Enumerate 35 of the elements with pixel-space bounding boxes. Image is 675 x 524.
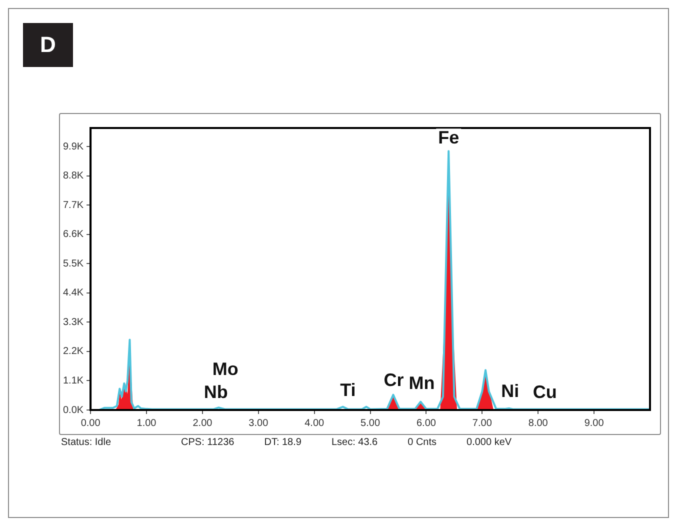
- y-tick-label: 9.9K: [62, 141, 84, 152]
- text: DT: 18.9: [264, 437, 302, 448]
- y-tick-label: 7.7K: [62, 200, 84, 211]
- y-tick-label: 2.2K: [62, 346, 84, 358]
- text: Status: Idle: [61, 437, 112, 448]
- y-tick-label: 1.1K: [62, 375, 84, 386]
- x-tick-label: 4.00: [304, 418, 325, 429]
- x-tick-label: 3.00: [248, 418, 269, 429]
- y-tick-label: 0.0K: [62, 404, 84, 416]
- y-tick-label: 8.8K: [62, 170, 84, 182]
- annotation: Cu: [532, 382, 557, 402]
- annotation: Ni: [501, 380, 520, 401]
- annotation: Fe: [438, 128, 460, 148]
- y-tick-label: 3.3K: [62, 316, 84, 328]
- text: CPS: 11236: [181, 437, 234, 448]
- y-tick-label: 5.5K: [62, 258, 84, 270]
- text: 0.000 keV: [466, 437, 512, 448]
- annotation: Mn: [408, 372, 435, 393]
- y-tick-label: 6.6K: [62, 229, 84, 240]
- x-tick-label: 5.00: [360, 418, 380, 429]
- chart-title: D: [23, 23, 73, 67]
- x-tick-label: 2.00: [192, 418, 213, 429]
- x-tick-label: 6.00: [416, 418, 436, 429]
- x-tick-label: 8.00: [528, 418, 548, 429]
- annotation: Mo: [212, 359, 238, 380]
- text: 0 Cnts: [408, 437, 437, 448]
- x-tick-label: 7.00: [472, 418, 492, 429]
- annotation: Cr: [384, 370, 404, 390]
- x-tick-label: 1.00: [136, 418, 157, 429]
- text: Lsec: 43.6: [331, 437, 378, 448]
- x-tick-label: 0.00: [80, 418, 101, 429]
- annotation: Nb: [204, 382, 228, 402]
- annotation: Ti: [340, 380, 356, 400]
- x-tick-label: 9.00: [584, 418, 604, 429]
- y-tick-label: 4.4K: [62, 288, 84, 299]
